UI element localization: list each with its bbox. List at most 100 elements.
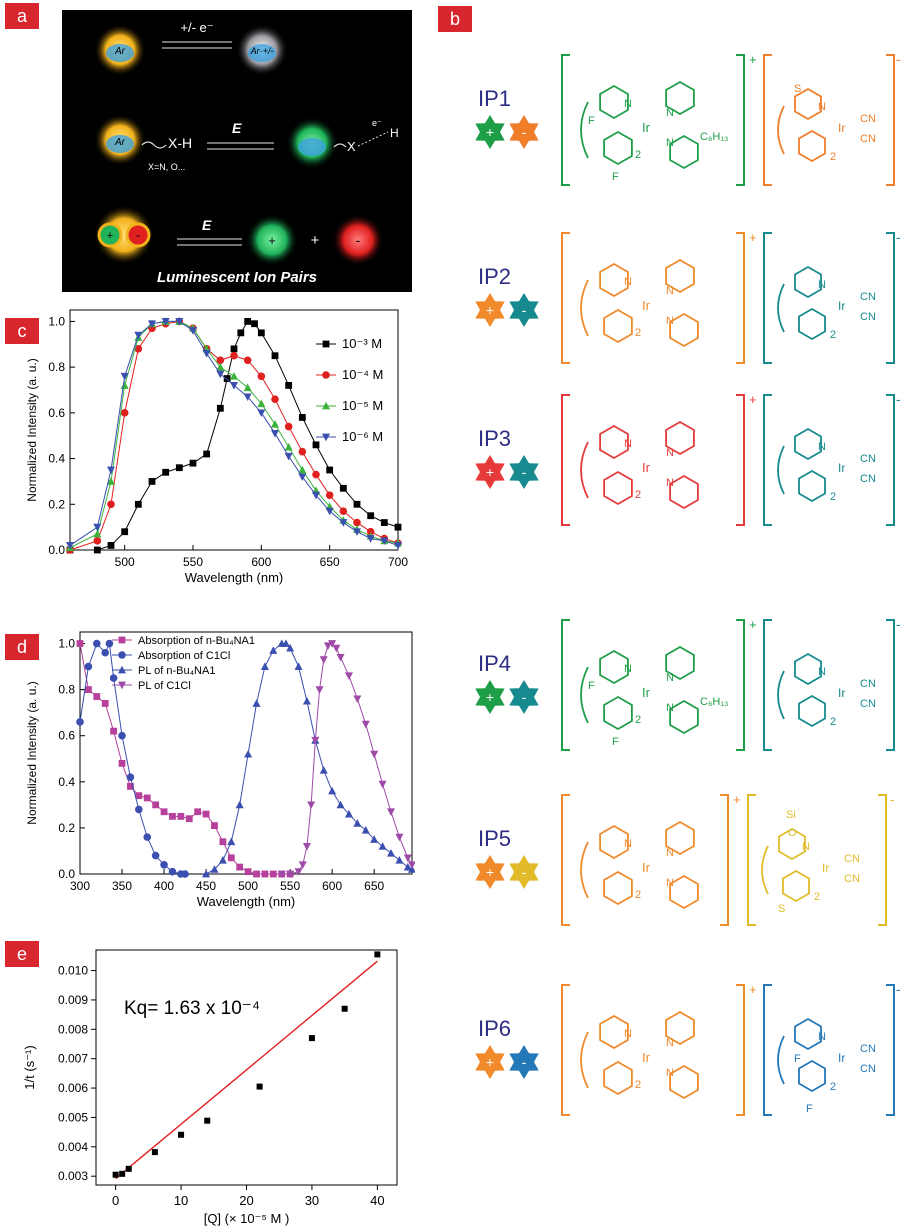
series-3 xyxy=(277,640,415,879)
atom-f: F xyxy=(794,1053,801,1065)
x-tick-label: 550 xyxy=(280,879,300,893)
data-point xyxy=(374,951,381,958)
anion-charge: - xyxy=(896,391,901,407)
data-point xyxy=(261,870,269,878)
data-point xyxy=(298,473,307,482)
legend-marker xyxy=(118,665,126,674)
data-point xyxy=(285,382,293,389)
atom-si: Si xyxy=(786,809,796,821)
data-point xyxy=(353,528,361,536)
cation-bracket-right xyxy=(720,794,729,926)
ring xyxy=(665,820,695,856)
anion-star xyxy=(509,455,539,489)
data-point xyxy=(257,372,266,381)
data-point xyxy=(269,646,278,654)
data-point xyxy=(339,519,348,527)
legend-label: 10⁻⁴ M xyxy=(342,367,383,382)
data-point xyxy=(286,870,295,879)
y-axis-label: Normalized Intensity (a. u.) xyxy=(25,681,39,824)
anion-star-sign: - xyxy=(522,464,527,480)
atom-o: O xyxy=(788,827,797,839)
atom-n: N xyxy=(666,672,674,684)
cation-charge: + xyxy=(749,52,757,67)
ring xyxy=(603,130,633,166)
anion-charge: - xyxy=(896,51,901,67)
cation-charge: + xyxy=(749,392,757,407)
data-point xyxy=(235,800,244,809)
data-point xyxy=(135,792,143,800)
cation-plus: + xyxy=(268,233,276,248)
ring xyxy=(798,694,826,728)
legend-label: 10⁻⁶ M xyxy=(342,429,383,444)
ring xyxy=(778,827,806,861)
y-tick-label: 0.003 xyxy=(58,1169,88,1183)
x-tick-label: 600 xyxy=(322,879,342,893)
anion-paren xyxy=(777,670,785,720)
data-point xyxy=(336,653,345,662)
anion-star-sign: - xyxy=(522,1054,527,1070)
cyano-1: CN xyxy=(860,113,876,125)
y-tick-label: 0.4 xyxy=(48,452,65,466)
data-point xyxy=(107,466,115,475)
x-tick-label: 30 xyxy=(305,1193,319,1208)
data-point xyxy=(370,750,379,759)
x-axis-label: Wavelength (nm) xyxy=(197,894,296,909)
data-point xyxy=(177,812,185,820)
anion-paren xyxy=(777,283,785,333)
anion-charge: - xyxy=(890,791,895,807)
data-point xyxy=(286,643,295,652)
ring xyxy=(798,1059,826,1093)
ring xyxy=(669,1064,699,1100)
data-point xyxy=(107,542,115,549)
ring xyxy=(603,470,633,506)
atom-f: F xyxy=(612,736,619,748)
cyano-2: CN xyxy=(860,473,876,485)
data-point xyxy=(121,528,129,536)
cation-paren xyxy=(580,101,589,159)
cation-paren xyxy=(580,441,589,499)
data-point xyxy=(408,865,415,873)
anion-star xyxy=(509,1045,539,1079)
data-point xyxy=(151,1149,158,1156)
anion-bracket-right xyxy=(886,984,895,1116)
data-point xyxy=(202,350,211,358)
x-tick-label: 0 xyxy=(112,1193,119,1208)
cation-bracket-right xyxy=(736,619,745,751)
x-tick-label: 10 xyxy=(174,1193,188,1208)
ring xyxy=(794,427,822,461)
data-point xyxy=(252,699,261,707)
cation-bracket-left xyxy=(561,232,570,364)
data-point xyxy=(284,422,293,431)
data-point xyxy=(326,466,334,474)
subscript-2: 2 xyxy=(635,489,641,501)
legend-marker xyxy=(322,340,330,348)
legend-label: PL of C1Cl xyxy=(138,680,191,692)
data-point xyxy=(311,736,320,745)
ring xyxy=(599,1014,629,1050)
e-label-1: E xyxy=(232,120,242,136)
data-point xyxy=(294,662,303,670)
ring xyxy=(798,469,826,503)
ring xyxy=(599,824,629,860)
atom-ir: Ir xyxy=(642,1050,651,1065)
y-axis-label: 1/t (s⁻¹) xyxy=(22,1045,37,1089)
data-point xyxy=(395,855,404,864)
data-point xyxy=(386,849,395,857)
atom-n: N xyxy=(624,276,632,288)
plot-frame xyxy=(69,309,399,551)
cation-paren xyxy=(580,1031,589,1089)
ring xyxy=(603,695,633,731)
legend-marker xyxy=(118,651,126,659)
ion-pair-structure: + - + N 2 Ir N N - N 2 Ir CN CN F F xyxy=(475,981,901,1116)
data-point xyxy=(169,812,176,820)
data-point xyxy=(230,351,238,360)
atom-n: N xyxy=(818,1031,826,1043)
data-point xyxy=(118,731,126,740)
panel-label-e: e xyxy=(5,941,39,967)
fit-line xyxy=(115,960,378,1180)
atom-n: N xyxy=(624,838,632,850)
data-point xyxy=(127,783,134,790)
ion-pair-plus: + xyxy=(107,230,113,242)
legend-label: 10⁻³ M xyxy=(342,336,382,351)
y-tick-label: 0.0 xyxy=(58,867,75,881)
